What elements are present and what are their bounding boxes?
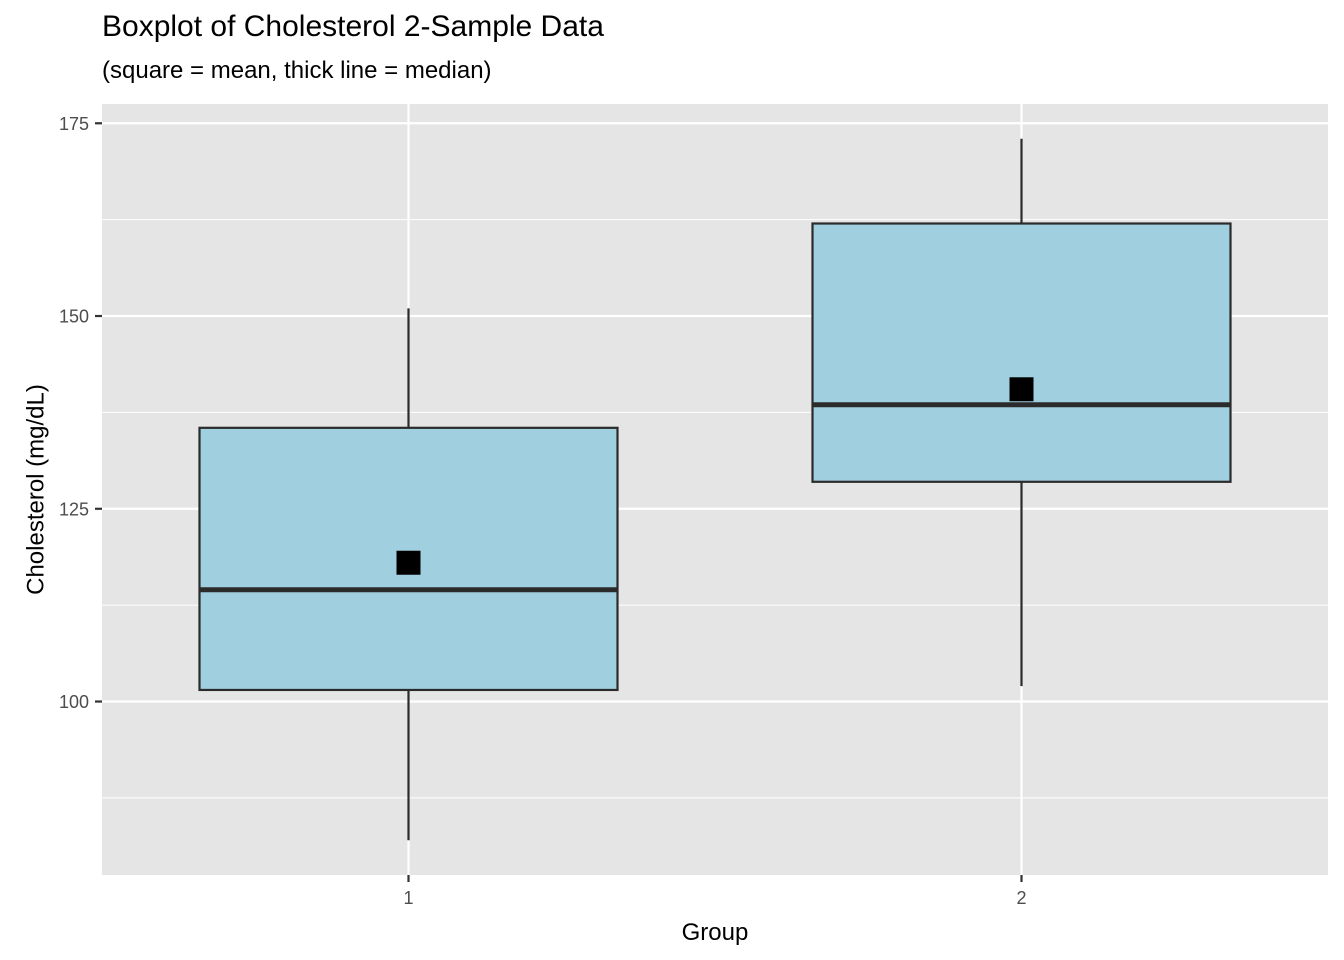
mean-marker (1009, 377, 1034, 402)
boxplot-group-1 (198, 308, 619, 841)
boxplot-group-2 (811, 138, 1232, 687)
y-axis-title: Cholesterol (mg/dL) (22, 384, 49, 595)
y-tick-label: 175 (59, 114, 89, 134)
x-axis-title: Group (682, 919, 749, 946)
chart-title: Boxplot of Cholesterol 2-Sample Data (102, 10, 604, 43)
chart-subtitle: (square = mean, thick line = median) (102, 57, 492, 84)
y-tick-label: 125 (59, 499, 89, 519)
y-axis: 100 125 150 175 (59, 114, 102, 712)
iqr-box (811, 222, 1232, 483)
boxplots (198, 138, 1232, 841)
mean-marker (396, 550, 421, 575)
y-tick-label: 150 (59, 307, 89, 327)
x-tick-label: 1 (403, 888, 413, 908)
x-tick-label: 2 (1016, 888, 1026, 908)
y-tick-label: 100 (59, 692, 89, 712)
